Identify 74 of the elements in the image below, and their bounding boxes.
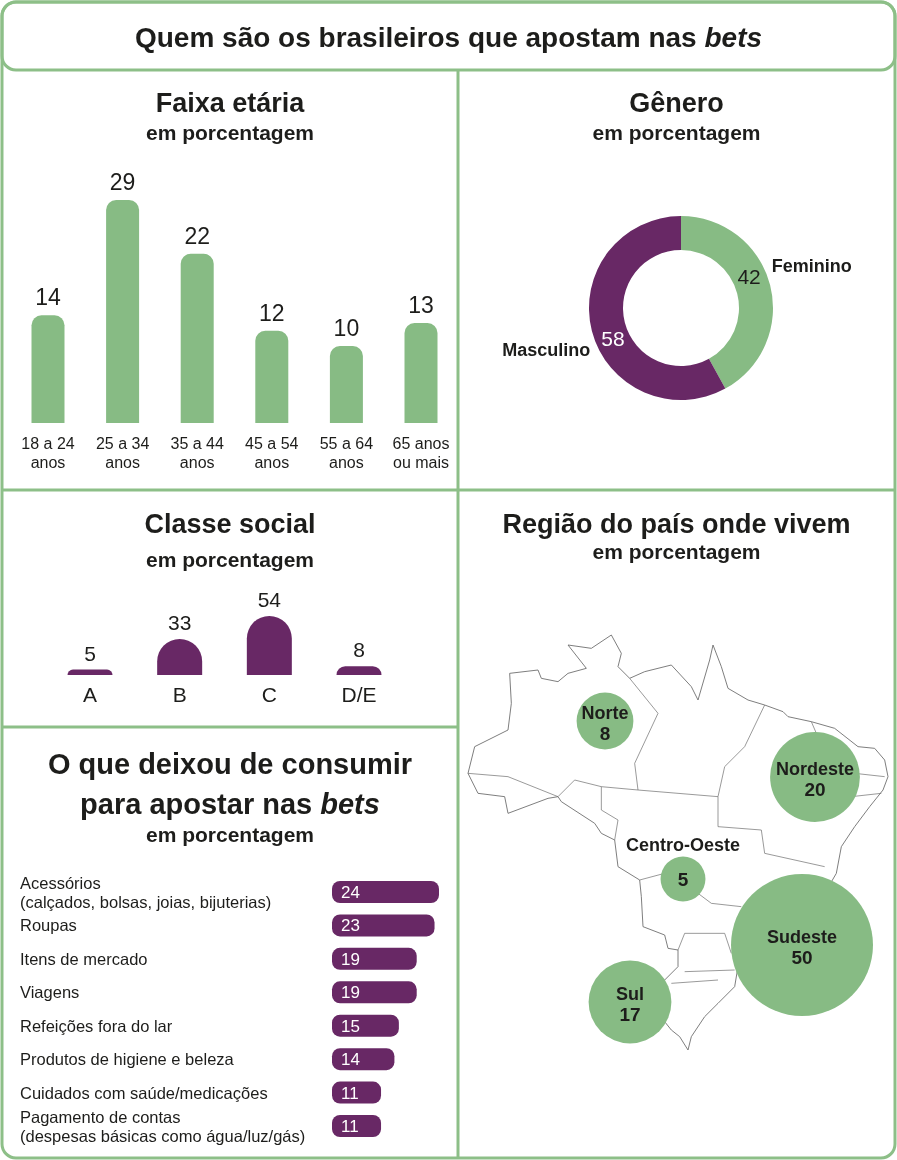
data-label: 24 [341,883,360,902]
bar [332,947,417,970]
data-label: 14 [35,284,61,311]
x-tick-label: 55 a 64 anos [319,435,374,471]
data-label: 19 [341,983,360,1003]
bar [31,315,65,423]
data-label: 5 [84,641,96,665]
y-tick-label: Itens de mercado [20,949,148,968]
category-label: Sul [615,984,645,1004]
bar [67,669,113,675]
data-label: 13 [408,292,434,319]
data-label: 14 [341,1050,360,1070]
category-label: Nordeste [775,759,855,779]
x-tick-label: 45 a 54 anos [245,435,299,471]
data-label: 10 [333,315,360,342]
data-label: 23 [341,916,360,936]
x-tick-label: A [82,683,98,706]
x-tick-label: 18 a 24 anos [21,435,75,471]
donut-slice [681,216,773,389]
x-tick-label: D/E [341,683,377,706]
y-tick-label: Acessórios (calçados, bolsas, joias, bijuterias) [20,873,272,911]
data-label: 29 [109,169,136,195]
data-label: 8 [353,638,365,662]
text: Região do país onde vivem [502,509,851,539]
data-label: 42 [737,264,761,288]
chart-title: Classe social [144,509,316,539]
x-tick-label: 35 a 44 anos [170,435,224,471]
x-tick-label: 65 anos ou mais [392,435,450,471]
y-tick-label: Cuidados com saúde/medicações [20,1083,268,1102]
bar [404,323,438,423]
data-label: 50 [791,947,813,968]
data-label: 17 [619,1004,641,1025]
data-label: 58 [601,327,625,351]
chart-subtitle: em porcentagem [145,548,315,571]
bar [106,200,140,423]
chart-title: Gênero [629,88,724,118]
y-tick-label: Viagens [20,983,80,1002]
data-label: 11 [341,1117,359,1136]
x-tick-label: 25 a 34 anos [95,435,150,471]
text: Quem são os brasileiros que apostam nas bets [134,22,763,53]
donut-slice [589,216,726,400]
data-label: 15 [341,1016,360,1036]
chart-title: Faixa etária [155,88,306,118]
category-label: Norte [581,703,629,723]
data-label: 11 [341,1083,359,1103]
data-label: 20 [804,779,826,800]
category-label: Centro-Oeste [625,834,741,855]
data-label: 5 [677,869,689,890]
bar [332,981,417,1004]
data-label: 54 [257,588,282,611]
slice-label: Feminino [771,256,852,277]
slice-label: Masculino [502,339,591,360]
y-tick-label: Refeições fora do lar [20,1016,173,1035]
y-tick-label: Roupas [20,916,77,935]
data-label: 12 [259,299,285,326]
text: em porcentagem [592,540,761,563]
category-label: Sudeste [766,927,838,947]
chart-subtitle: em porcentagem [145,121,315,144]
bar [255,330,289,423]
x-tick-label: C [261,683,277,706]
bar [329,346,363,423]
chart-subtitle: em porcentagem [592,121,761,144]
data-label: 33 [167,610,192,634]
chart-subtitle: em porcentagem [145,823,315,846]
bar [332,914,435,937]
chart-title: O que deixou de consumir para apostar nas bets [47,748,413,820]
data-label: 19 [341,949,360,969]
y-tick-label: Produtos de higiene e beleza [20,1050,235,1069]
x-tick-label: B [172,683,187,706]
bar [180,253,214,423]
data-label: 22 [184,222,210,249]
y-tick-label: Pagamento de contas (despesas básicas como água/luz/gás) [20,1107,306,1145]
bar [332,881,439,903]
data-label: 8 [599,723,611,744]
